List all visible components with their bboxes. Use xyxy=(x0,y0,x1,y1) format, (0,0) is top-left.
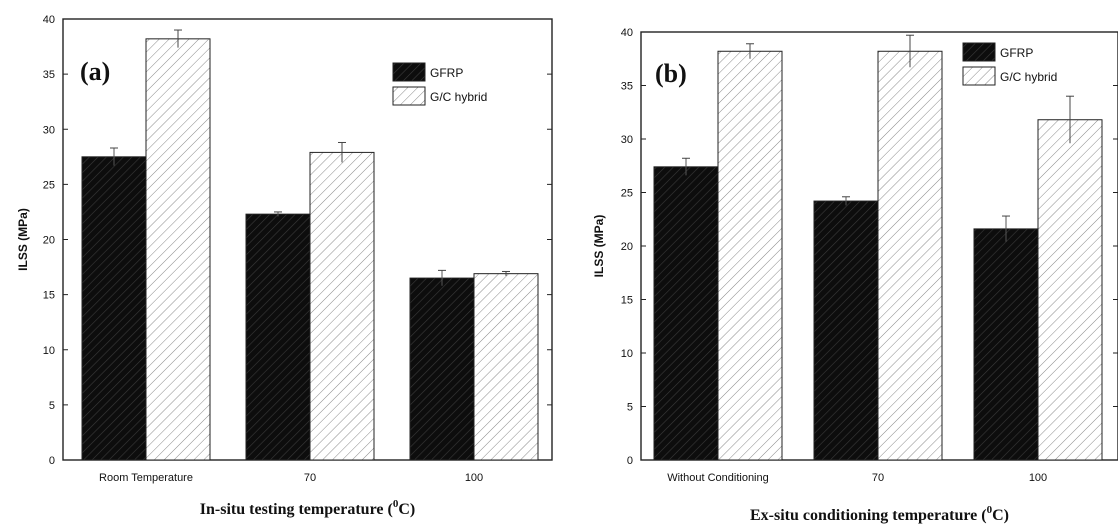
panel-a-bar-gfrp xyxy=(245,213,311,461)
panel-a-y-tick-label: 35 xyxy=(43,69,55,81)
panel-a-bar-gfrp xyxy=(409,277,475,461)
panel-a-x-tick-label: 100 xyxy=(465,472,483,484)
panel-a-x-axis-label: In-situ testing temperature (0C) xyxy=(200,498,415,518)
panel-a-legend-label-gfrp: GFRP xyxy=(430,66,463,80)
panel-a-y-tick-label: 20 xyxy=(43,235,55,247)
panel-b-bar-gfrp xyxy=(653,166,719,461)
panel-a-y-tick-label: 10 xyxy=(43,345,55,357)
panel-a-y-tick-label: 5 xyxy=(49,400,55,412)
panel-a-y-tick-label: 30 xyxy=(43,124,55,136)
panel-b-legend-label-hybrid: G/C hybrid xyxy=(1000,70,1057,84)
panel-a-legend-label-hybrid: G/C hybrid xyxy=(430,90,487,104)
panel-a-bar-hybrid xyxy=(473,273,539,461)
panel-b-y-tick-label: 30 xyxy=(621,134,633,146)
panel-b-bar-hybrid xyxy=(877,50,943,461)
panel-b-legend-swatch-hybrid xyxy=(962,66,996,86)
panel-b-y-tick-label: 40 xyxy=(621,27,633,39)
panel-b-y-tick-label: 0 xyxy=(627,455,633,467)
panel-b-y-tick-label: 20 xyxy=(621,241,633,253)
panel-a-y-axis-label: ILSS (MPa) xyxy=(16,208,30,271)
panel-a-y-tick-label: 15 xyxy=(43,290,55,302)
panel-b-bar-gfrp xyxy=(973,228,1039,461)
panel-b-bar-hybrid xyxy=(1037,119,1103,461)
panel-b-x-tick-label: 70 xyxy=(872,472,884,484)
panel-a-bar-hybrid xyxy=(309,151,375,461)
panel-b-y-tick-label: 5 xyxy=(627,402,633,414)
panel-a-x-tick-label: 70 xyxy=(304,472,316,484)
panel-b-bar-hybrid xyxy=(717,50,783,461)
panel-a-y-tick-label: 0 xyxy=(49,455,55,467)
panel-b-y-tick-label: 25 xyxy=(621,188,633,200)
panel-a-bar-hybrid xyxy=(145,38,211,461)
panel-b-x-tick-label: Without Conditioning xyxy=(667,472,769,484)
panel-a-legend-swatch-hybrid xyxy=(392,86,426,106)
panel-b-x-axis-label: Ex-situ conditioning temperature (0C) xyxy=(750,504,1009,524)
panel-b-bar-gfrp xyxy=(813,200,879,461)
panel-a-label: (a) xyxy=(80,57,110,86)
panel-a-y-tick-label: 40 xyxy=(43,14,55,26)
panel-b-y-tick-label: 15 xyxy=(621,295,633,307)
panel-a-bar-gfrp xyxy=(81,156,147,461)
panel-b-label: (b) xyxy=(655,59,687,88)
panel-b-y-tick-label: 10 xyxy=(621,348,633,360)
panel-a-y-tick-label: 25 xyxy=(43,179,55,191)
panel-b-x-tick-label: 100 xyxy=(1029,472,1047,484)
panel-a-x-tick-label: Room Temperature xyxy=(99,472,193,484)
panel-b-y-tick-label: 35 xyxy=(621,81,633,93)
panel-a-legend-swatch-gfrp xyxy=(392,62,426,82)
panel-b-legend-swatch-gfrp xyxy=(962,42,996,62)
panel-b-y-axis-label: ILSS (MPa) xyxy=(592,215,606,278)
panel-b-legend-label-gfrp: GFRP xyxy=(1000,46,1033,60)
